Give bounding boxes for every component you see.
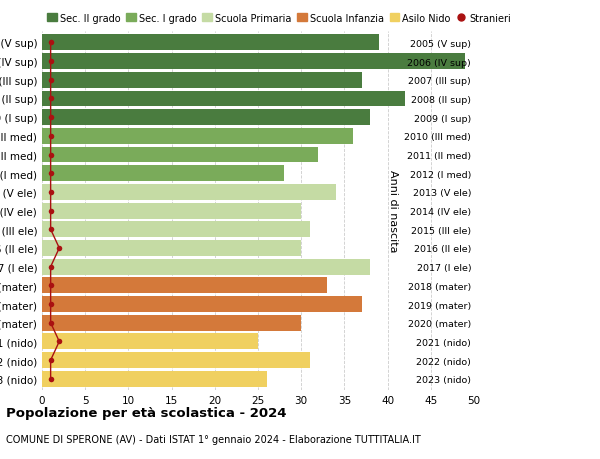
Bar	[42, 297, 362, 312]
Bar	[42, 110, 370, 126]
Point	[46, 282, 55, 289]
Bar	[42, 185, 336, 201]
Point	[46, 301, 55, 308]
Point	[46, 95, 55, 103]
Point	[46, 39, 55, 47]
Point	[46, 77, 55, 84]
Point	[55, 245, 64, 252]
Bar	[42, 35, 379, 51]
Point	[46, 263, 55, 271]
Point	[55, 338, 64, 345]
Point	[46, 151, 55, 159]
Y-axis label: Anni di nascita: Anni di nascita	[388, 170, 398, 252]
Bar	[42, 259, 370, 275]
Legend: Sec. II grado, Sec. I grado, Scuola Primaria, Scuola Infanzia, Asilo Nido, Stran: Sec. II grado, Sec. I grado, Scuola Prim…	[47, 14, 511, 24]
Bar	[42, 91, 405, 107]
Point	[46, 58, 55, 66]
Point	[46, 170, 55, 178]
Bar	[42, 54, 466, 70]
Point	[46, 114, 55, 122]
Bar	[42, 241, 301, 257]
Point	[46, 207, 55, 215]
Point	[46, 226, 55, 234]
Point	[46, 189, 55, 196]
Bar	[42, 166, 284, 182]
Bar	[42, 315, 301, 331]
Bar	[42, 222, 310, 238]
Bar	[42, 203, 301, 219]
Bar	[42, 278, 327, 294]
Bar	[42, 371, 266, 387]
Point	[46, 319, 55, 327]
Bar	[42, 334, 258, 350]
Bar	[42, 129, 353, 145]
Bar	[42, 73, 362, 89]
Point	[46, 133, 55, 140]
Bar	[42, 147, 319, 163]
Text: COMUNE DI SPERONE (AV) - Dati ISTAT 1° gennaio 2024 - Elaborazione TUTTITALIA.IT: COMUNE DI SPERONE (AV) - Dati ISTAT 1° g…	[6, 434, 421, 444]
Point	[46, 357, 55, 364]
Bar	[42, 353, 310, 368]
Text: Popolazione per età scolastica - 2024: Popolazione per età scolastica - 2024	[6, 406, 287, 419]
Point	[46, 375, 55, 383]
